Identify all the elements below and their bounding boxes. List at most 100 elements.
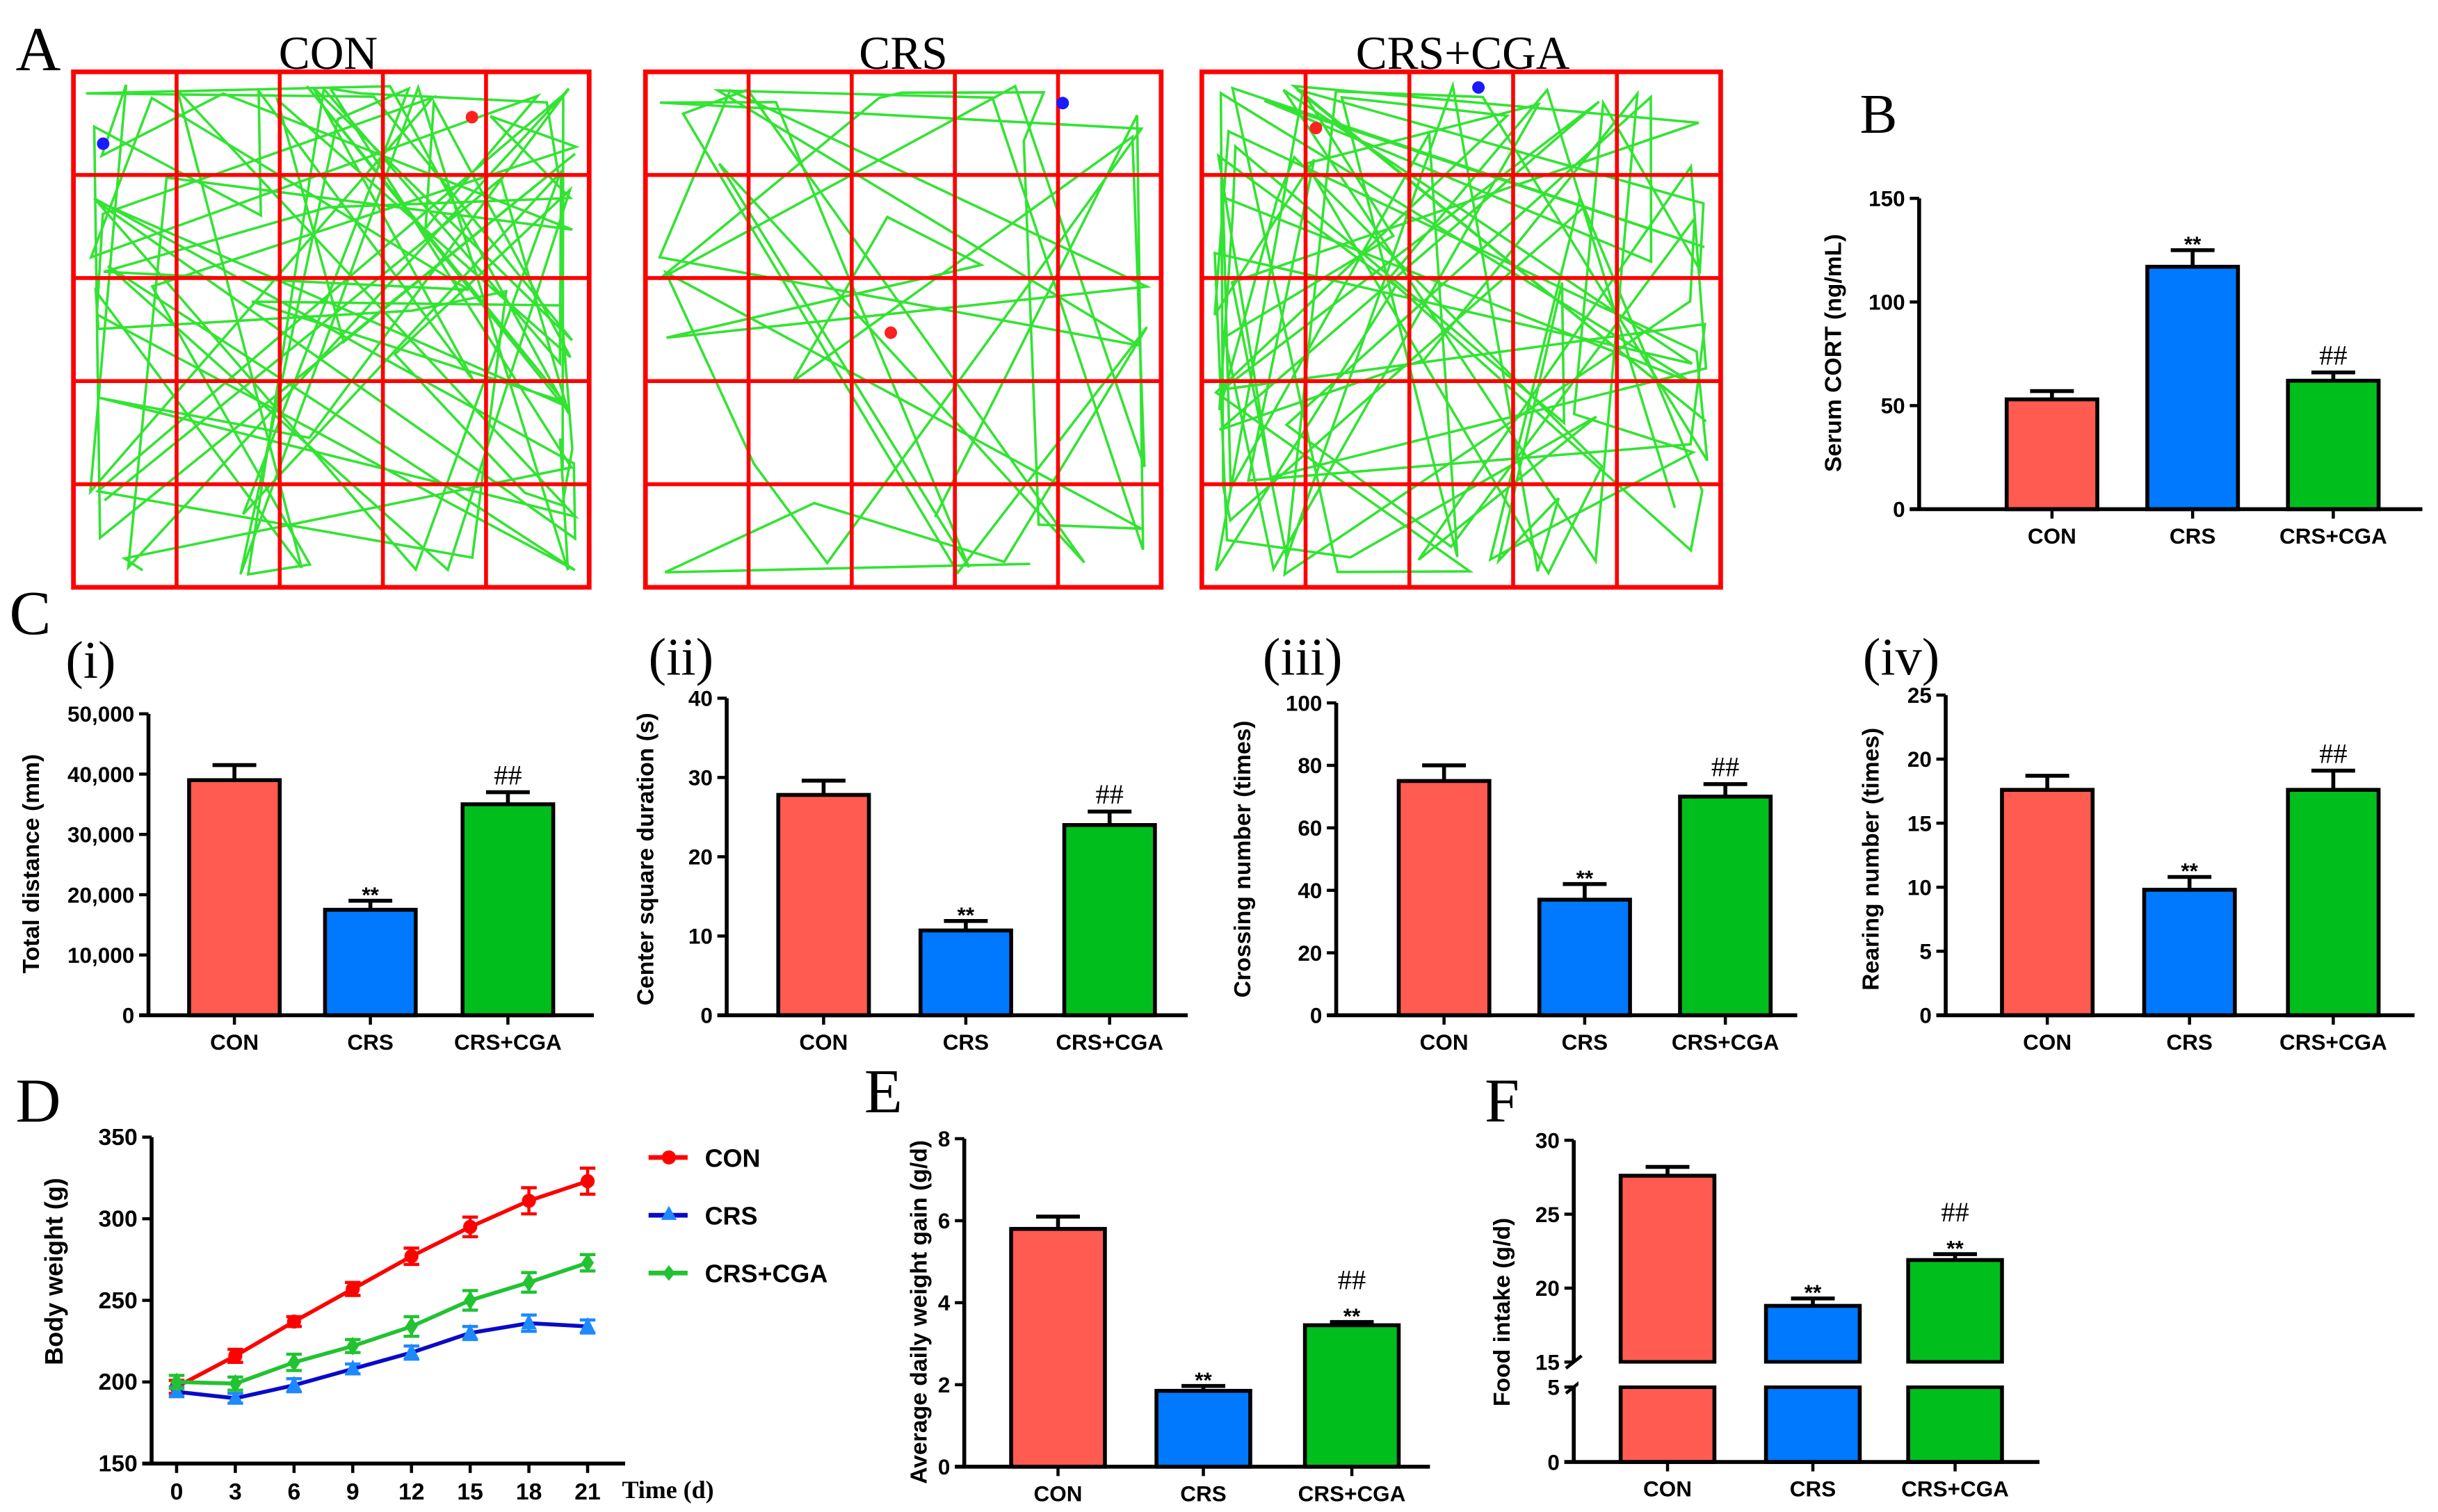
y-axis-label: Serum CORT (ng/mL) bbox=[1820, 234, 1846, 472]
data-point bbox=[286, 1314, 301, 1329]
chart-c-iv: (iv) Rearing number (times) CON ** CRS ## CRS+… bbox=[1857, 628, 2415, 1055]
significance-marker: ** bbox=[362, 883, 379, 907]
y-axis-label: Body weight (g) bbox=[40, 1178, 68, 1365]
data-point bbox=[462, 1324, 478, 1340]
bar-crs bbox=[1763, 1303, 1862, 1365]
x-tick-label: 15 bbox=[457, 1479, 483, 1505]
bar-crs bbox=[1537, 897, 1632, 1018]
y-tick-label: 50,000 bbox=[67, 702, 134, 726]
bar-crs+cga bbox=[2286, 378, 2381, 512]
y-axis-label: Crossing number (times) bbox=[1229, 720, 1256, 998]
y-tick-label: 250 bbox=[99, 1287, 138, 1314]
x-tick-label: CON bbox=[2028, 524, 2076, 548]
chart-e: Average daily weight gain (g/d) CON ** CRS *… bbox=[906, 1127, 1430, 1506]
y-tick-label: 20 bbox=[1298, 941, 1322, 966]
x-tick-label: CRS bbox=[1790, 1477, 1836, 1502]
x-tick-label: CRS+CGA bbox=[2279, 1030, 2387, 1055]
x-tick-label: CRS bbox=[347, 1030, 393, 1055]
y-tick-label: 20 bbox=[1907, 747, 1932, 772]
significance-marker: ** bbox=[1805, 1281, 1822, 1305]
x-tick-label: CRS+CGA bbox=[1672, 1030, 1779, 1055]
y-tick-label: 5 bbox=[1547, 1375, 1560, 1399]
y-tick-label: 10 bbox=[688, 925, 713, 949]
y-tick-label: 200 bbox=[99, 1369, 138, 1395]
x-tick-label: 9 bbox=[346, 1479, 360, 1505]
y-tick-label: 0 bbox=[1893, 498, 1905, 522]
significance-marker: ** bbox=[958, 903, 975, 927]
y-tick-label: 10 bbox=[1907, 875, 1932, 900]
data-point bbox=[404, 1249, 419, 1264]
significance-marker: ## bbox=[1711, 751, 1739, 783]
start-point bbox=[1056, 97, 1069, 110]
data-point bbox=[170, 1372, 183, 1392]
data-point bbox=[228, 1349, 243, 1363]
y-tick-label: 25 bbox=[1907, 683, 1932, 708]
bar-crs+cga bbox=[1062, 823, 1157, 1018]
chart-f: Food intake (g/d) CON ** CRS ** ## CRS+CGA 0 515… bbox=[1489, 1128, 2044, 1502]
chart-c-ii: (ii) Center square duration (s) CON ** CRS ##… bbox=[632, 628, 1188, 1055]
x-tick-label: CRS bbox=[943, 1030, 989, 1055]
y-tick-label: 100 bbox=[1286, 691, 1322, 715]
bar-con bbox=[187, 778, 282, 1018]
arena-border bbox=[643, 69, 1164, 590]
y-tick-label: 30 bbox=[1535, 1128, 1560, 1153]
panel-label-e: E bbox=[864, 1057, 903, 1126]
legend-label: CRS bbox=[705, 1202, 758, 1230]
bar-con bbox=[2000, 788, 2095, 1018]
bar-crs bbox=[2142, 888, 2237, 1018]
start-point bbox=[1472, 81, 1485, 94]
chart-c-iii: (iii) Crossing number (times) CON ** CRS ## CR… bbox=[1229, 628, 1798, 1055]
bar-crs bbox=[323, 907, 418, 1018]
panel-label-f: F bbox=[1485, 1066, 1519, 1135]
significance-marker: ## bbox=[1095, 779, 1123, 810]
x-tick-label: CRS+CGA bbox=[1056, 1030, 1163, 1055]
movement-track bbox=[658, 84, 1152, 575]
y-tick-label: 150 bbox=[99, 1451, 138, 1477]
y-tick-label: 40 bbox=[688, 687, 713, 711]
significance-marker: ** bbox=[1195, 1368, 1212, 1392]
significance-marker: ** bbox=[1946, 1236, 1964, 1260]
y-tick-label: 50 bbox=[1881, 394, 1905, 418]
chart-d: Body weight (g) 150 200 250 300 350 0 3 6 9 12 15 18… bbox=[40, 1124, 828, 1505]
end-point bbox=[465, 111, 478, 124]
x-tick-label: CRS+CGA bbox=[1298, 1481, 1406, 1506]
x-tick-label: CON bbox=[1420, 1030, 1469, 1055]
legend-label: CON bbox=[705, 1144, 761, 1172]
bar-con bbox=[1618, 1173, 1717, 1365]
y-tick-label: 20 bbox=[688, 845, 713, 870]
data-point bbox=[287, 1353, 300, 1372]
bar-crs bbox=[918, 928, 1013, 1018]
significance-marker: ## bbox=[2319, 738, 2347, 769]
significance-marker: ** bbox=[1576, 866, 1594, 891]
y-tick-label: 100 bbox=[1868, 291, 1905, 315]
x-tick-label: CRS bbox=[1562, 1030, 1608, 1055]
data-point bbox=[521, 1313, 537, 1330]
data-point bbox=[227, 1388, 243, 1405]
y-tick-label: 350 bbox=[99, 1124, 138, 1151]
end-point bbox=[885, 326, 898, 339]
data-point bbox=[346, 1281, 360, 1296]
bar-lower-crs+cga bbox=[1906, 1385, 2004, 1464]
bar-con bbox=[2004, 397, 2099, 512]
axis-break-gap bbox=[1578, 1363, 2044, 1386]
data-point bbox=[403, 1343, 419, 1359]
y-tick-label: 15 bbox=[1535, 1351, 1560, 1375]
x-tick-label: CON bbox=[1034, 1481, 1083, 1506]
significance-marker: ## bbox=[494, 759, 522, 790]
x-tick-label: 18 bbox=[516, 1479, 542, 1505]
legend-label: CRS+CGA bbox=[705, 1260, 828, 1288]
y-tick-label: 8 bbox=[938, 1127, 951, 1151]
series-line bbox=[175, 1179, 588, 1389]
panel-sublabel: (iii) bbox=[1263, 628, 1343, 687]
series-con bbox=[168, 1166, 596, 1395]
y-tick-label: 6 bbox=[938, 1209, 951, 1233]
legend-marker bbox=[662, 1265, 675, 1281]
arena-border bbox=[71, 69, 592, 590]
bar-lower-con bbox=[1618, 1385, 1717, 1464]
legend-marker bbox=[661, 1150, 677, 1165]
y-tick-label: 80 bbox=[1298, 754, 1322, 778]
y-tick-label: 30,000 bbox=[67, 823, 134, 847]
open-field-arena-crs-cga bbox=[1199, 69, 1723, 590]
y-tick-label: 40 bbox=[1298, 879, 1322, 903]
x-tick-label: CON bbox=[2023, 1030, 2072, 1055]
